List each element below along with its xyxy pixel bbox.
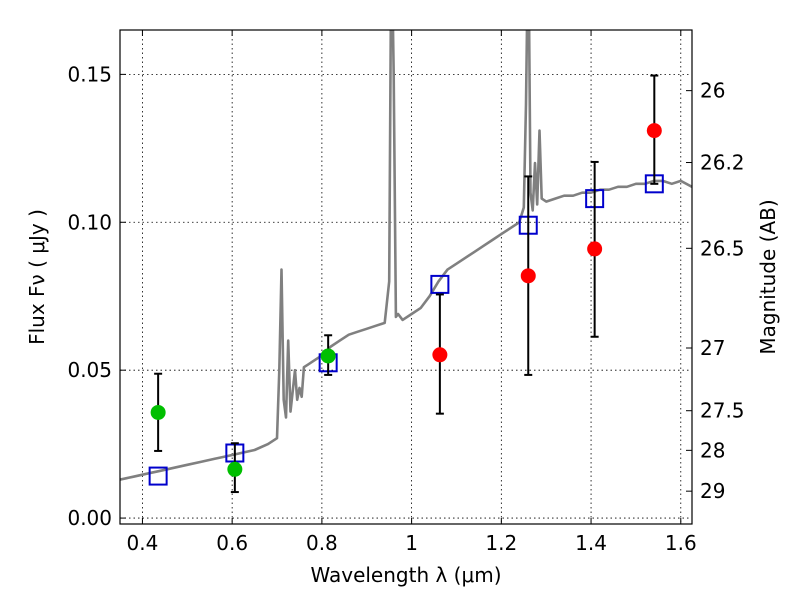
x-tick-label: 1.6 bbox=[665, 531, 697, 555]
green-data-point bbox=[320, 348, 336, 364]
y-tick-label: 0.00 bbox=[67, 506, 112, 530]
y2-tick-label: 27.5 bbox=[700, 399, 745, 423]
y2-tick-label: 26.2 bbox=[700, 151, 745, 175]
x-tick-label: 1 bbox=[405, 531, 418, 555]
tick-layer: 0.4 0.6 0.8 1 1.2 1.4 1.6 0.00 0.05 0.10 0.15 26 26.… bbox=[67, 30, 745, 555]
red-data-point bbox=[432, 347, 448, 363]
y-tick-label: 0.05 bbox=[67, 358, 112, 382]
y2-tick-label: 26 bbox=[700, 79, 725, 103]
plot-area bbox=[120, 30, 692, 494]
x-axis-label: Wavelength λ (μm) bbox=[310, 563, 501, 587]
x-tick-label: 0.4 bbox=[127, 531, 159, 555]
y-axis-label: Flux Fν ( μJy ) bbox=[25, 209, 49, 345]
red-data-point bbox=[520, 268, 536, 284]
x-tick-label: 1.2 bbox=[485, 531, 517, 555]
model-square-marker bbox=[148, 466, 168, 486]
plot-frame bbox=[119, 29, 693, 525]
y-tick-label: 0.15 bbox=[67, 62, 112, 86]
green-data-point bbox=[227, 461, 243, 477]
grid-layer bbox=[120, 30, 692, 524]
x-tick-label: 0.6 bbox=[216, 531, 248, 555]
x-tick-label: 0.8 bbox=[306, 531, 338, 555]
y2-tick-label: 29 bbox=[700, 479, 725, 503]
y2-tick-label: 28 bbox=[700, 438, 725, 462]
red-data-point bbox=[646, 123, 662, 139]
y2-tick-label: 26.5 bbox=[700, 236, 745, 260]
spectrum-line bbox=[120, 30, 692, 481]
y2-axis-label: Magnitude (AB) bbox=[756, 199, 780, 354]
red-data-point bbox=[587, 241, 603, 257]
y-tick-label: 0.10 bbox=[67, 210, 112, 234]
model-square-marker bbox=[430, 274, 450, 294]
green-data-point bbox=[150, 404, 166, 420]
x-tick-label: 1.4 bbox=[575, 531, 607, 555]
y2-tick-label: 27 bbox=[700, 336, 725, 360]
